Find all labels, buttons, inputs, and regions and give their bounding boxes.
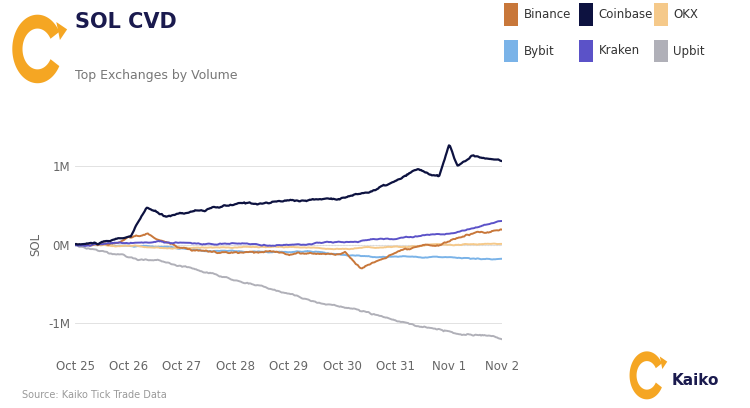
- Text: SOL CVD: SOL CVD: [75, 12, 177, 32]
- Text: Top Exchanges by Volume: Top Exchanges by Volume: [75, 69, 238, 82]
- Text: Upbit: Upbit: [674, 44, 705, 58]
- Text: OKX: OKX: [674, 8, 698, 21]
- Polygon shape: [660, 357, 668, 369]
- Text: Kaiko: Kaiko: [671, 373, 718, 388]
- Polygon shape: [56, 22, 67, 40]
- Polygon shape: [629, 351, 662, 399]
- Text: Bybit: Bybit: [524, 44, 554, 58]
- Polygon shape: [12, 15, 59, 83]
- Text: Coinbase: Coinbase: [598, 8, 652, 21]
- Text: Source: Kaiko Tick Trade Data: Source: Kaiko Tick Trade Data: [22, 390, 167, 400]
- Text: Binance: Binance: [524, 8, 571, 21]
- Text: Kraken: Kraken: [598, 44, 640, 58]
- Y-axis label: SOL: SOL: [29, 233, 43, 256]
